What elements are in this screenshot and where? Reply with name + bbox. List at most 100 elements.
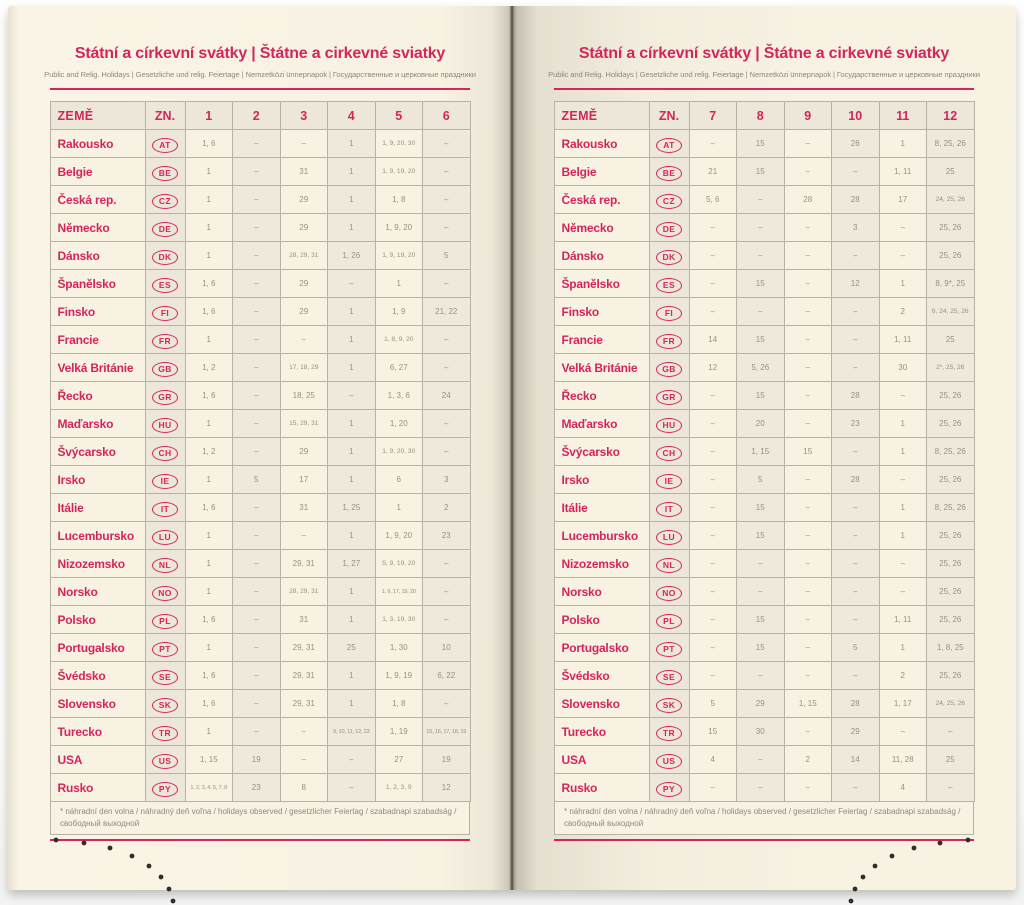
table-row: Francie FR 1– –1 1, 8, 9, 20–: [49, 325, 471, 354]
holiday-days-cell: 21, 22: [422, 297, 471, 326]
page-title: Státní a církevní svátky | Štátne a cirk…: [74, 45, 446, 62]
country-name: Velká Británie: [49, 353, 146, 382]
country-code-badge: PL: [656, 613, 682, 629]
holiday-days-cell: 1, 6: [184, 269, 233, 298]
holiday-days-cell: 1: [184, 465, 233, 494]
country-code-cell: DE: [144, 213, 186, 242]
table-header-row: ZEMĚ ZN. 1 2 3 4 5 6: [49, 101, 471, 130]
holiday-days-cell: 15, 29, 31: [279, 409, 328, 438]
holiday-days-cell: 25, 26: [926, 577, 975, 606]
holiday-days-cell: 26: [831, 129, 880, 158]
country-name: Švýcarsko: [49, 437, 146, 466]
holiday-days-cell: 30: [878, 353, 927, 382]
country-code-badge: DE: [152, 221, 178, 237]
country-name: Švýcarsko: [553, 437, 650, 466]
holiday-days-cell: –: [688, 213, 737, 242]
holiday-days-cell: 15: [736, 381, 785, 410]
holiday-days-cell: –: [736, 549, 785, 578]
holiday-days-cell: –: [688, 297, 737, 326]
page-subtitle: Public and Relig. Holidays | Gesetzliche…: [548, 70, 980, 79]
holiday-days-cell: 28: [831, 381, 880, 410]
table-row: Německo DE 1–29 1 1, 9, 20–: [49, 213, 471, 242]
country-code-cell: NO: [144, 577, 186, 606]
country-code-cell: TR: [648, 717, 690, 746]
table-row: Česká rep. CZ 1–29 1 1, 8–: [49, 185, 471, 214]
holiday-days-cell: –: [232, 717, 281, 746]
holiday-days-cell: 29, 31: [279, 549, 328, 578]
country-code-cell: SK: [144, 689, 186, 718]
holiday-days-cell: –: [783, 269, 832, 298]
country-name: Řecko: [49, 381, 146, 410]
header-month-10: 10: [831, 101, 880, 130]
holiday-days-cell: 1: [184, 549, 233, 578]
holiday-days-cell: 15: [736, 493, 785, 522]
holiday-days-cell: 28: [831, 465, 880, 494]
country-code-cell: AT: [144, 129, 186, 158]
holiday-days-cell: –: [327, 381, 376, 410]
holiday-days-cell: –: [783, 325, 832, 354]
holiday-days-cell: –: [232, 633, 281, 662]
table-row: Rusko PY – – – –4–: [553, 773, 975, 802]
country-name: Rusko: [49, 773, 146, 802]
holiday-days-cell: –: [736, 213, 785, 242]
header-month-8: 8: [736, 101, 785, 130]
holiday-days-cell: –: [831, 661, 880, 690]
holiday-days-cell: –: [783, 409, 832, 438]
country-code-badge: DK: [152, 249, 178, 265]
holiday-days-cell: –: [688, 409, 737, 438]
holiday-days-cell: 25, 26: [926, 521, 975, 550]
holiday-days-cell: 1, 19: [374, 717, 423, 746]
holiday-days-cell: –: [831, 437, 880, 466]
holiday-days-cell: 29, 31: [279, 633, 328, 662]
country-code-badge: GB: [656, 361, 682, 377]
holiday-days-cell: –: [279, 521, 328, 550]
holiday-days-cell: –: [422, 689, 471, 718]
holiday-days-cell: 1, 15: [783, 689, 832, 718]
holiday-days-cell: –: [783, 633, 832, 662]
holiday-days-cell: –: [422, 157, 471, 186]
table-row: Dánsko DK 1–28, 29, 31 1, 26 1, 9, 19, 20 5: [49, 241, 471, 270]
country-code-badge: BE: [656, 165, 682, 181]
table-row: Švýcarsko CH –1, 15 15–1 8, 25, 26: [553, 437, 975, 466]
holiday-days-cell: –: [736, 297, 785, 326]
country-name: Finsko: [49, 297, 146, 326]
holiday-days-cell: 23: [422, 521, 471, 550]
country-code-cell: US: [648, 745, 690, 774]
holiday-days-cell: –: [279, 717, 328, 746]
holiday-days-cell: 4: [878, 773, 927, 802]
holiday-days-cell: 25, 26: [926, 605, 975, 634]
holiday-days-cell: 28: [831, 689, 880, 718]
country-code-cell: FR: [144, 325, 186, 354]
country-name: Německo: [49, 213, 146, 242]
holiday-days-cell: 1: [374, 493, 423, 522]
country-code-cell: SE: [648, 661, 690, 690]
country-name: Německo: [553, 213, 650, 242]
country-name: USA: [49, 745, 146, 774]
country-name: Španělsko: [49, 269, 146, 298]
holiday-days-cell: 15: [688, 717, 737, 746]
holiday-days-cell: 8, 9*, 25: [926, 269, 975, 298]
country-code-badge: GR: [656, 389, 682, 405]
table-row: Nizozemsko NL 1–29, 31 1, 27 5, 9, 19, 20–: [49, 549, 471, 578]
country-code-badge: SE: [656, 669, 682, 685]
holiday-days-cell: –: [688, 605, 737, 634]
country-name: USA: [553, 745, 650, 774]
holiday-days-cell: 15: [736, 521, 785, 550]
country-code-badge: TR: [656, 725, 682, 741]
holiday-days-cell: 15: [736, 633, 785, 662]
country-name: Rusko: [553, 773, 650, 802]
country-name: Švédsko: [553, 661, 650, 690]
country-code-badge: US: [152, 753, 178, 769]
holiday-days-cell: –: [422, 129, 471, 158]
country-code-badge: IT: [656, 501, 682, 517]
holiday-days-cell: 25, 26: [926, 409, 975, 438]
holiday-days-cell: 8: [279, 773, 328, 802]
header-country: ZEMĚ: [553, 101, 650, 130]
table-row: USA US 4–2 14 11, 28 25: [553, 745, 975, 774]
country-code-cell: NL: [144, 549, 186, 578]
holiday-days-cell: –: [878, 241, 927, 270]
holiday-days-cell: 15: [736, 129, 785, 158]
country-name: Švédsko: [49, 661, 146, 690]
holiday-days-cell: 1: [878, 129, 927, 158]
country-name: Francie: [49, 325, 146, 354]
